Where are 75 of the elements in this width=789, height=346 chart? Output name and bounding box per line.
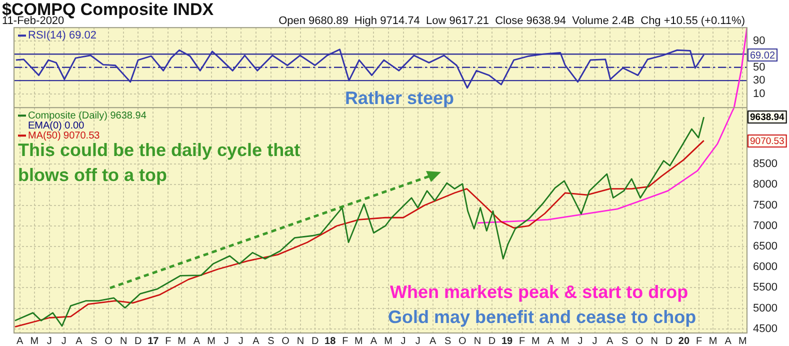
y-tick-label: 5000: [753, 302, 778, 314]
x-tick-label: 20: [678, 336, 690, 346]
text: 9638.94: [750, 112, 786, 124]
x-tick-label: F: [165, 336, 172, 346]
x-tick-label: A: [724, 336, 732, 346]
x-tick-label: S: [444, 336, 452, 346]
x-tick-label: J: [238, 336, 244, 346]
x-tick-label: M: [531, 336, 540, 346]
x-tick-label: N: [474, 336, 482, 346]
y-tick-label: 6500: [753, 240, 778, 252]
y-tick-label: 6000: [753, 261, 778, 274]
annotation: This could be the daily cycle that blows off to a top: [18, 140, 300, 185]
x-tick-label: S: [90, 336, 98, 346]
x-tick-label: J: [415, 336, 420, 346]
x-tick-label: 17: [148, 336, 160, 346]
x-tick-label: A: [76, 336, 83, 346]
x-tick-label: O: [458, 336, 467, 346]
x-tick-label: M: [207, 336, 216, 346]
x-tick-label: O: [282, 336, 290, 346]
legend-label: Composite (Daily) 9638.94: [28, 110, 147, 122]
x-tick-label: A: [370, 336, 378, 346]
y-tick-label: 7500: [753, 199, 778, 212]
x-tick-label: M: [178, 336, 186, 346]
x-tick-label: D: [134, 336, 142, 346]
x-tick-label: J: [400, 336, 406, 346]
legend-label: MA(50) 9070.53: [28, 130, 100, 142]
y-tick-label: 7000: [753, 220, 778, 232]
x-tick-label: S: [621, 336, 628, 346]
annotation: EMA(0) 0.00: [28, 120, 85, 132]
x-tick-label: 18: [324, 336, 336, 346]
x-tick-label: O: [635, 336, 644, 346]
x-tick-label: A: [193, 336, 200, 346]
x-tick-label: J: [592, 336, 598, 346]
x-tick-label: 19: [501, 336, 514, 346]
x-tick-label: F: [519, 336, 526, 346]
x-tick-label: A: [606, 336, 614, 346]
x-tick-label: N: [296, 336, 304, 346]
x-tick-label: M: [561, 336, 570, 346]
x-tick-label: M: [384, 336, 392, 346]
text: 69.02: [750, 50, 776, 62]
annotation: Gold may benefit and cease to chop: [388, 306, 696, 327]
x-tick-label: N: [120, 336, 128, 346]
y-tick-label: 4500: [753, 322, 778, 335]
x-tick-label: M: [708, 336, 718, 346]
x-tick-label: N: [650, 336, 658, 346]
x-tick-label: M: [738, 336, 747, 346]
y-tick-label: 30: [753, 74, 766, 87]
y-tick-label: 90: [753, 34, 766, 47]
legend-label: RSI(14) 69.02: [28, 30, 96, 42]
x-tick-label: F: [696, 336, 702, 346]
x-tick-label: A: [547, 336, 554, 346]
x-tick-label: M: [30, 336, 39, 346]
x-tick-label: A: [252, 336, 260, 346]
x-tick-label: D: [665, 336, 673, 346]
x-tick-label: O: [104, 336, 113, 346]
x-tick-label: S: [268, 336, 275, 346]
y-tick-label: 5500: [753, 282, 778, 294]
text: Open 9680.89 High 9714.74 Low 9617.21 Close 9638.94 Volume 2.4B Chg +10.55 (+0.11%): [278, 15, 745, 27]
x-tick-label: A: [430, 336, 437, 346]
y-tick-label: 10: [753, 88, 766, 100]
x-tick-label: J: [46, 336, 52, 346]
x-tick-label: F: [342, 336, 348, 346]
x-tick-label: J: [61, 336, 66, 346]
x-tick-label: A: [16, 336, 24, 346]
y-tick-label: 8500: [753, 158, 778, 170]
x-tick-label: D: [311, 336, 319, 346]
y-tick-label: 8000: [753, 178, 778, 191]
x-tick-label: D: [488, 336, 496, 346]
y-tick-label: 50: [753, 61, 766, 74]
x-tick-label: M: [354, 336, 363, 346]
annotation: Rather steep: [345, 88, 454, 108]
text: 9070.53: [750, 136, 784, 148]
annotation: When markets peak & start to drop: [390, 282, 688, 302]
x-tick-label: J: [578, 336, 583, 346]
x-tick-label: J: [224, 336, 229, 346]
